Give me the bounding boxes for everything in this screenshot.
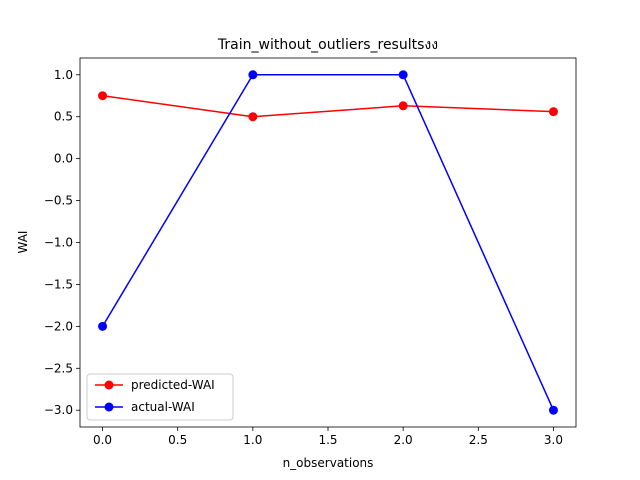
series-1-point-0 [98, 321, 108, 331]
x-tick-label-3: 1.5 [318, 433, 337, 447]
ticks-layer: 0.0 0.5 1.0 1.5 2.0 2.5 3.0 1.0 0.5 0.0 −0.5 −1.0 −1… [44, 57, 577, 447]
x-tick-label-1: 0.5 [168, 433, 187, 447]
legend-label-0: predicted-WAI [131, 378, 215, 392]
y-tick-label-3: −0.5 [44, 194, 73, 208]
y-tick-label-1: 0.5 [54, 110, 73, 124]
x-axis-label: n_observations [283, 456, 374, 470]
y-tick-label-6: −2.0 [44, 319, 73, 333]
series-0-point-1 [248, 112, 258, 122]
legend-box [86, 373, 234, 421]
legend-marker-1 [104, 402, 114, 412]
y-tick-label-5: −1.5 [44, 277, 73, 291]
series-1-point-3 [548, 405, 558, 415]
x-tick-label-5: 2.5 [469, 433, 488, 447]
plot-layer [98, 70, 558, 415]
y-tick-label-4: −1.0 [44, 236, 73, 250]
series-0-point-0 [98, 91, 108, 101]
axes-frame [79, 57, 577, 428]
x-tick-label-0: 0.0 [93, 433, 112, 447]
series-1-point-1 [248, 70, 258, 80]
x-tick-label-2: 1.0 [243, 433, 262, 447]
x-tick-label-6: 3.0 [544, 433, 563, 447]
y-tick-label-2: 0.0 [54, 152, 73, 166]
legend: predicted-WAI actual-WAI [86, 373, 234, 421]
series-line-1 [101, 74, 555, 411]
series-1-point-2 [398, 70, 408, 80]
y-axis-label: WAI [16, 231, 30, 254]
y-tick-label-8: −3.0 [44, 403, 73, 417]
legend-marker-0 [104, 380, 114, 390]
x-tick-label-4: 2.0 [394, 433, 413, 447]
chart-title: Train_without_outliers_resultsงง [217, 37, 438, 53]
y-tick-label-7: −2.5 [44, 361, 73, 375]
y-tick-label-0: 1.0 [54, 68, 73, 82]
series-line-0 [102, 94, 554, 118]
series-0-point-2 [398, 101, 408, 111]
series-0-point-3 [548, 107, 558, 117]
legend-label-1: actual-WAI [131, 400, 195, 414]
